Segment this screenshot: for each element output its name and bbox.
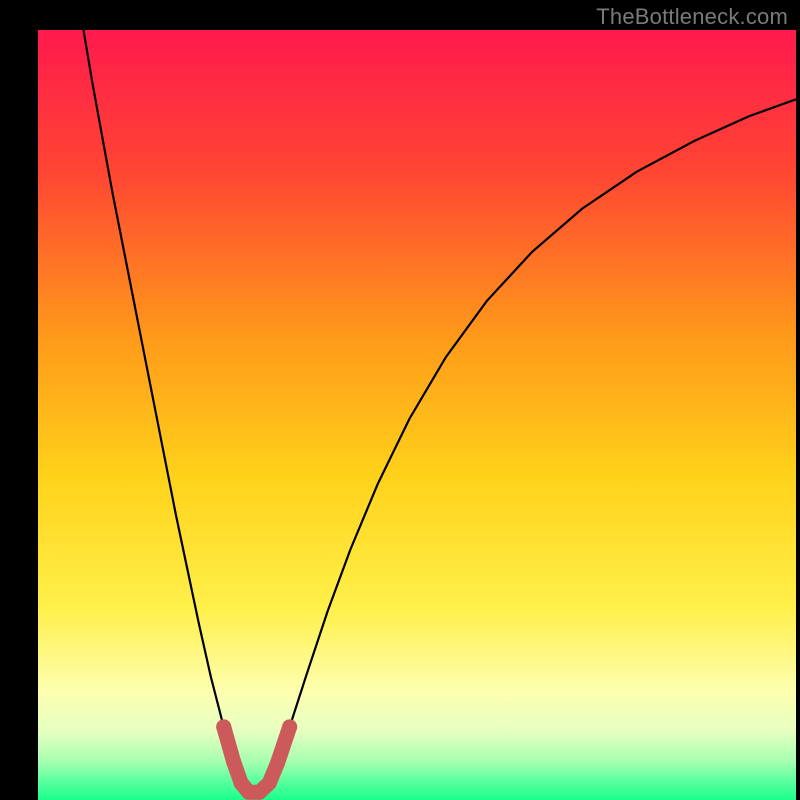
- plot-background: [38, 30, 796, 800]
- bottleneck-chart: [38, 30, 796, 800]
- watermark-text: TheBottleneck.com: [596, 4, 788, 30]
- chart-frame: TheBottleneck.com: [0, 0, 800, 800]
- highlight-dot: [226, 754, 241, 769]
- highlight-dot: [216, 719, 231, 734]
- highlight-dot: [270, 756, 285, 771]
- highlight-dot: [262, 776, 277, 791]
- highlight-dot: [282, 719, 297, 734]
